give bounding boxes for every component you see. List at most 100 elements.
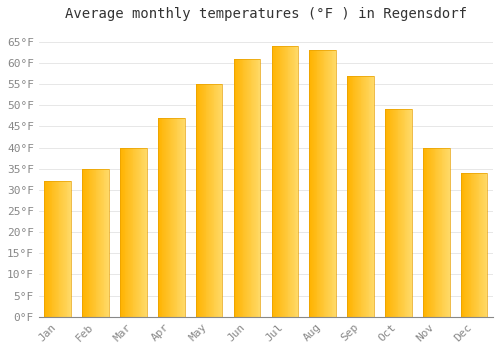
Bar xyxy=(131,148,132,317)
Bar xyxy=(93,169,94,317)
Bar xyxy=(486,173,488,317)
Bar xyxy=(159,118,160,317)
Bar xyxy=(296,46,297,317)
Bar xyxy=(472,173,473,317)
Bar xyxy=(329,50,330,317)
Bar xyxy=(396,110,398,317)
Bar xyxy=(272,46,298,317)
Bar xyxy=(84,169,85,317)
Bar xyxy=(354,76,356,317)
Bar xyxy=(239,59,240,317)
Bar xyxy=(160,118,162,317)
Bar xyxy=(236,59,238,317)
Bar xyxy=(102,169,104,317)
Bar xyxy=(409,110,410,317)
Bar xyxy=(462,173,464,317)
Bar xyxy=(180,118,181,317)
Bar xyxy=(320,50,321,317)
Bar xyxy=(461,173,462,317)
Bar xyxy=(429,148,430,317)
Bar xyxy=(363,76,364,317)
Bar xyxy=(158,118,159,317)
Bar xyxy=(220,84,222,317)
Bar xyxy=(90,169,91,317)
Bar xyxy=(291,46,292,317)
Bar xyxy=(107,169,108,317)
Bar xyxy=(66,181,68,317)
Bar xyxy=(312,50,313,317)
Bar xyxy=(132,148,134,317)
Bar xyxy=(182,118,183,317)
Bar xyxy=(208,84,209,317)
Bar xyxy=(52,181,54,317)
Bar xyxy=(324,50,326,317)
Bar xyxy=(68,181,69,317)
Bar xyxy=(275,46,276,317)
Bar xyxy=(284,46,285,317)
Bar xyxy=(130,148,131,317)
Bar xyxy=(385,110,411,317)
Bar xyxy=(241,59,242,317)
Bar xyxy=(388,110,390,317)
Bar xyxy=(64,181,65,317)
Bar xyxy=(430,148,431,317)
Bar xyxy=(434,148,436,317)
Bar xyxy=(483,173,484,317)
Bar xyxy=(48,181,49,317)
Bar xyxy=(310,50,336,317)
Bar xyxy=(424,148,425,317)
Bar xyxy=(196,84,222,317)
Bar xyxy=(44,181,46,317)
Bar xyxy=(402,110,403,317)
Bar xyxy=(390,110,392,317)
Bar xyxy=(46,181,47,317)
Bar xyxy=(65,181,66,317)
Bar xyxy=(170,118,172,317)
Bar xyxy=(406,110,408,317)
Bar xyxy=(108,169,109,317)
Bar xyxy=(362,76,363,317)
Bar xyxy=(373,76,374,317)
Bar xyxy=(129,148,130,317)
Bar xyxy=(58,181,59,317)
Bar xyxy=(432,148,434,317)
Bar xyxy=(477,173,478,317)
Bar xyxy=(197,84,198,317)
Bar xyxy=(387,110,388,317)
Bar xyxy=(69,181,70,317)
Bar xyxy=(473,173,474,317)
Bar xyxy=(330,50,332,317)
Bar xyxy=(196,84,197,317)
Bar xyxy=(254,59,255,317)
Bar xyxy=(318,50,319,317)
Bar xyxy=(368,76,370,317)
Bar xyxy=(283,46,284,317)
Bar xyxy=(423,148,424,317)
Bar xyxy=(315,50,316,317)
Bar xyxy=(484,173,486,317)
Bar xyxy=(327,50,328,317)
Bar xyxy=(255,59,256,317)
Bar xyxy=(253,59,254,317)
Bar xyxy=(410,110,411,317)
Bar xyxy=(285,46,286,317)
Bar xyxy=(47,181,48,317)
Bar xyxy=(386,110,387,317)
Bar xyxy=(395,110,396,317)
Bar xyxy=(198,84,200,317)
Bar xyxy=(352,76,354,317)
Bar xyxy=(310,50,311,317)
Bar xyxy=(316,50,318,317)
Bar xyxy=(446,148,447,317)
Bar xyxy=(120,148,146,317)
Bar xyxy=(165,118,166,317)
Bar xyxy=(134,148,135,317)
Bar xyxy=(356,76,357,317)
Bar xyxy=(204,84,206,317)
Bar xyxy=(216,84,217,317)
Bar xyxy=(448,148,450,317)
Bar xyxy=(348,76,374,317)
Bar xyxy=(439,148,440,317)
Bar xyxy=(201,84,202,317)
Bar xyxy=(87,169,88,317)
